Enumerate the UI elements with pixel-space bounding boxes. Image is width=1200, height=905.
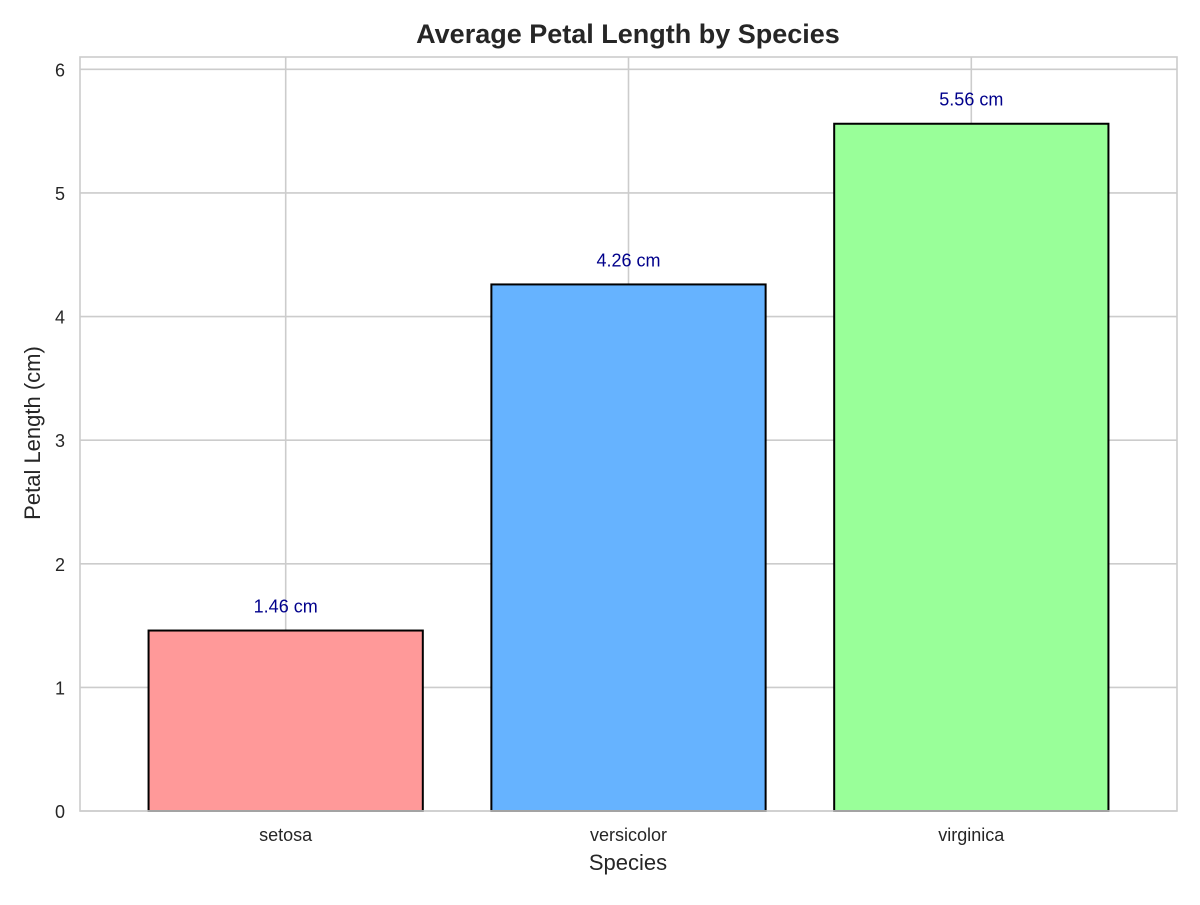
plot-frame xyxy=(79,56,1178,812)
x-tick-label: virginica xyxy=(938,825,1005,845)
y-tick-label: 1 xyxy=(55,678,65,698)
plot-area-border xyxy=(79,56,1178,812)
bar-value-labels: 1.46 cm 4.26 cm 5.56 cm xyxy=(254,90,1004,617)
y-tick-label: 2 xyxy=(55,555,65,575)
y-tick-label: 3 xyxy=(55,431,65,451)
y-tick-labels: 0 1 2 3 4 5 6 xyxy=(55,60,65,822)
x-tick-label: versicolor xyxy=(590,825,667,845)
bars xyxy=(147,122,1110,813)
y-axis-label: Petal Length (cm) xyxy=(20,346,45,520)
x-tick-labels: setosa versicolor virginica xyxy=(259,825,1005,845)
bar-setosa xyxy=(147,629,424,812)
bar-value-label: 5.56 cm xyxy=(939,90,1003,110)
bar-value-label: 4.26 cm xyxy=(596,250,660,270)
bar-virginica xyxy=(833,122,1110,812)
y-tick-label: 0 xyxy=(55,802,65,822)
x-tick-label: setosa xyxy=(259,825,313,845)
bar-value-label: 1.46 cm xyxy=(254,597,318,617)
x-axis-label: Species xyxy=(589,850,667,875)
chart-title: Average Petal Length by Species xyxy=(416,19,840,49)
y-tick-label: 6 xyxy=(55,60,65,80)
y-tick-label: 5 xyxy=(55,184,65,204)
bar-versicolor xyxy=(490,283,767,813)
y-tick-label: 4 xyxy=(55,308,65,328)
